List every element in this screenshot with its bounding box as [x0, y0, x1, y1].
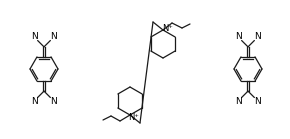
Text: N: N	[31, 33, 37, 41]
Text: N: N	[255, 96, 261, 106]
Text: N: N	[50, 96, 57, 106]
Text: N: N	[50, 33, 57, 41]
Text: N: N	[255, 33, 261, 41]
Text: N⁺: N⁺	[163, 23, 173, 33]
Text: N: N	[235, 96, 242, 106]
Text: N: N	[235, 33, 242, 41]
Text: N: N	[31, 96, 37, 106]
Text: N⁺: N⁺	[128, 112, 139, 121]
